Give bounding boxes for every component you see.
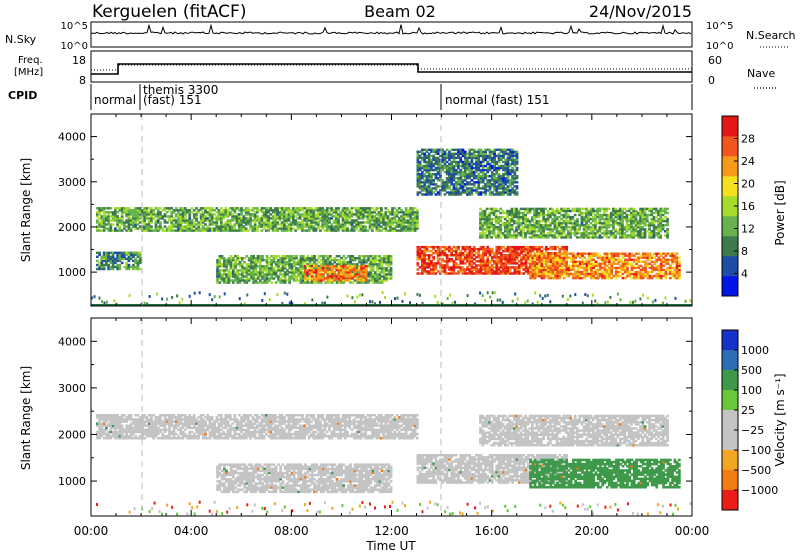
power-echo-region-6 — [529, 252, 681, 280]
power-colorbar: 4 8 12 16 20 24 28 Power [dB] — [721, 115, 787, 297]
velocity-ytick-label: 4000 — [58, 335, 86, 348]
velocity-echo-region-4 — [479, 414, 669, 447]
power-echo-region-1 — [96, 251, 142, 271]
velocity-colorbar-swatch — [722, 410, 738, 431]
nsearch-label: N.Search — [746, 29, 796, 42]
velocity-colorbar-tick: 25 — [741, 404, 755, 417]
power-ytick-label: 2000 — [58, 221, 86, 234]
velocity-colorbar-swatch — [722, 470, 738, 491]
velocity-colorbar-tick: −1000 — [741, 484, 778, 497]
cpid-segment-normal-fast: normal (fast) 151 — [445, 93, 549, 107]
nsearch-tick-bottom: 10^0 — [706, 41, 733, 52]
power-near-range-speckle — [91, 291, 692, 306]
power-colorbar-swatch — [722, 176, 738, 197]
nsky-label: N.Sky — [5, 33, 37, 46]
nsearch-tick-top: 10^5 — [706, 21, 733, 32]
power-colorbar-swatch — [722, 236, 738, 257]
velocity-colorbar-tick: −100 — [741, 444, 771, 457]
nave-label: Nave — [747, 67, 775, 80]
velocity-colorbar-swatch — [722, 430, 738, 451]
velocity-near-range-speckle — [96, 500, 692, 516]
freq-tick-top: 18 — [72, 54, 86, 67]
velocity-colorbar-tick: 1000 — [741, 344, 769, 357]
velocity-ytick-label: 2000 — [58, 428, 86, 441]
station-title: Kerguelen (fitACF) — [92, 2, 246, 22]
time-axis-label: Time UT — [365, 539, 416, 553]
power-colorbar-tick: 20 — [741, 178, 755, 191]
nave-trace — [91, 64, 692, 71]
power-colorbar-swatch — [722, 216, 738, 237]
time-tick-label: 08:00 — [274, 524, 309, 538]
nave-tick-top: 60 — [708, 54, 722, 67]
cpid-label: CPID — [8, 89, 37, 102]
freq-tick-bottom: 8 — [79, 74, 86, 87]
velocity-colorbar-swatch — [722, 450, 738, 471]
velocity-ytick-label: 3000 — [58, 382, 86, 395]
power-panel: 1000 2000 3000 4000 Slant Range [km] — [19, 113, 693, 307]
velocity-echo-region-0 — [96, 414, 419, 440]
power-colorbar-tick: 24 — [741, 155, 755, 168]
nave-tick-bottom: 0 — [708, 74, 715, 87]
power-colorbar-swatch — [722, 196, 738, 217]
power-ytick-label: 1000 — [58, 266, 86, 279]
velocity-colorbar-swatch — [722, 490, 738, 511]
noise-panel: N.Sky 10^5 10^0 N.Search 10^5 10^0 — [5, 21, 796, 52]
power-echo-region-0 — [96, 207, 419, 232]
velocity-colorbar-swatch — [722, 330, 738, 351]
power-ytick-label: 4000 — [58, 131, 86, 144]
power-echo-region-5 — [479, 207, 669, 239]
power-colorbar-swatch — [722, 276, 738, 297]
time-tick-label: 00:00 — [675, 524, 710, 538]
velocity-colorbar-tick: 100 — [741, 384, 762, 397]
power-colorbar-swatch — [722, 156, 738, 177]
nsky-tick-top: 10^5 — [61, 21, 88, 32]
power-colorbar-tick: 4 — [741, 268, 748, 281]
beam-label: Beam 02 — [364, 2, 436, 21]
velocity-echo-region-3 — [529, 458, 681, 489]
power-colorbar-tick: 8 — [741, 245, 748, 258]
velocity-colorbar-tick: −25 — [741, 424, 764, 437]
power-colorbar-label: Power [dB] — [773, 180, 787, 245]
velocity-colorbar-tick: −500 — [741, 464, 771, 477]
velocity-colorbar-label: Velocity [m s⁻¹] — [773, 373, 787, 466]
time-tick-label: 00:00 — [74, 524, 109, 538]
cpid-segment-fast: (fast) 151 — [143, 93, 202, 107]
velocity-ylabel: Slant Range [km] — [19, 366, 33, 470]
power-colorbar-tick: 16 — [741, 200, 755, 213]
time-tick-label: 16:00 — [474, 524, 509, 538]
nsky-tick-bottom: 10^0 — [61, 41, 88, 52]
power-colorbar-swatch — [722, 256, 738, 277]
freq-label-2: [MHz] — [14, 67, 43, 78]
power-colorbar-swatch — [722, 116, 738, 137]
power-ytick-label: 3000 — [58, 176, 86, 189]
cpid-panel: CPID normal themis 3300 (fast) 151 norma… — [8, 83, 693, 110]
velocity-ytick-label: 1000 — [58, 475, 86, 488]
power-colorbar-swatch — [722, 136, 738, 157]
velocity-colorbar-swatch — [722, 370, 738, 391]
velocity-colorbar-swatch — [722, 350, 738, 371]
power-ylabel: Slant Range [km] — [19, 158, 33, 262]
noise-trace-line — [91, 23, 692, 35]
power-colorbar-tick: 12 — [741, 223, 755, 236]
cpid-segment-normal: normal — [94, 93, 136, 107]
velocity-colorbar-swatch — [722, 390, 738, 411]
time-tick-label: 04:00 — [174, 524, 209, 538]
date-label: 24/Nov/2015 — [589, 2, 692, 21]
power-echo-region-7 — [416, 148, 519, 196]
time-tick-label: 12:00 — [374, 524, 409, 538]
velocity-panel: 1000 2000 3000 4000 Slant Range [km] 00:00 0… — [19, 317, 710, 553]
cpid-segment-themis: themis 3300 — [143, 83, 218, 97]
power-echo-region-3 — [303, 264, 368, 282]
velocity-colorbar: 1000 500 100 25 −25 −100 −500 −1000 Velocity [m… — [721, 329, 787, 511]
frequency-trace — [91, 63, 692, 75]
velocity-colorbar-tick: 500 — [741, 364, 762, 377]
power-colorbar-tick: 28 — [741, 133, 755, 146]
frequency-panel: Freq. [MHz] 18 8 60 0 Nave — [14, 50, 776, 89]
time-tick-label: 20:00 — [575, 524, 610, 538]
velocity-echo-region-1 — [216, 463, 393, 494]
freq-label-1: Freq. — [18, 55, 43, 66]
